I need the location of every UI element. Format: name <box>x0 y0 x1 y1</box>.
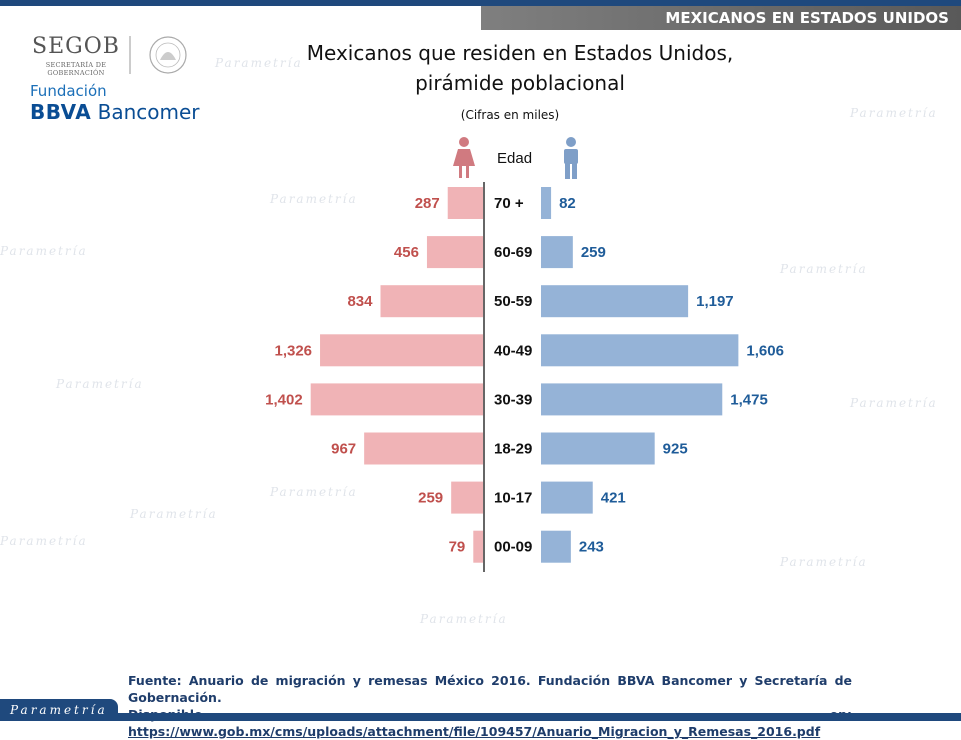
men-bar <box>541 530 571 563</box>
segob-name: SEGOB <box>32 34 120 59</box>
watermark: Parametría <box>780 555 868 569</box>
women-value-label: 79 <box>449 539 466 556</box>
women-bar <box>364 432 483 465</box>
men-value-label: 1,475 <box>730 391 768 408</box>
population-pyramid-chart: Edad 287 82 70 + 456 259 60-69 834 1,197 50-59 1,… <box>265 137 784 572</box>
parametria-brand: Parametría <box>0 699 118 721</box>
bbva-name-bold: BBVA <box>30 100 92 124</box>
women-bar <box>447 187 483 219</box>
men-bar <box>541 383 723 416</box>
national-seal-icon <box>129 36 187 74</box>
watermark: Parametría <box>850 396 938 410</box>
men-value-label: 925 <box>663 441 688 458</box>
women-bar <box>310 383 483 416</box>
women-value-label: 456 <box>394 244 419 261</box>
footer-band <box>0 713 961 721</box>
chart-title-line1: Mexicanos que residen en Estados Unidos, <box>306 41 734 65</box>
women-value-label: 1,326 <box>274 342 312 359</box>
bbva-fundacion-label: Fundación <box>30 82 107 100</box>
watermark: Parametría <box>850 106 938 120</box>
watermark: Parametría <box>780 262 868 276</box>
women-bar <box>426 236 483 269</box>
men-value-label: 421 <box>601 490 626 507</box>
section-banner: MEXICANOS EN ESTADOS UNIDOS <box>481 6 961 30</box>
men-value-label: 259 <box>581 244 606 261</box>
segob-logo: SEGOB SECRETARÍA DE GOBERNACIÓN <box>30 34 122 77</box>
women-bar <box>380 285 483 318</box>
watermark: Parametría <box>420 612 508 626</box>
watermark: Parametría <box>0 244 88 258</box>
men-bar <box>541 432 655 465</box>
axis-label: Edad <box>497 150 532 167</box>
women-bar <box>473 530 483 563</box>
women-value-label: 287 <box>415 195 440 212</box>
age-category-label: 40-49 <box>494 342 532 359</box>
women-value-label: 1,402 <box>265 391 303 408</box>
bbva-name-rest: Bancomer <box>91 100 200 124</box>
age-category-label: 50-59 <box>494 293 532 310</box>
woman-icon <box>453 137 475 178</box>
watermark: Parametría <box>270 485 358 499</box>
men-bar <box>541 334 739 367</box>
age-category-label: 30-39 <box>494 391 532 408</box>
women-bar <box>451 481 483 514</box>
segob-subtitle: SECRETARÍA DE GOBERNACIÓN <box>45 61 107 77</box>
age-category-label: 70 + <box>494 195 524 212</box>
source-note: Fuente: Anuario de migración y remesas M… <box>128 672 852 740</box>
chart-subtitle: (Cifras en miles) <box>460 108 560 122</box>
source-line1: Fuente: Anuario de migración y remesas M… <box>128 673 852 705</box>
men-bar <box>541 187 552 219</box>
women-value-label: 259 <box>418 490 443 507</box>
watermark: Parametría <box>215 56 303 70</box>
age-category-label: 10-17 <box>494 490 532 507</box>
watermark: Parametría <box>270 192 358 206</box>
men-value-label: 1,606 <box>746 342 784 359</box>
men-bar <box>541 236 573 269</box>
men-value-label: 1,197 <box>696 293 734 310</box>
watermark: Parametría <box>56 377 144 391</box>
top-band <box>0 0 961 6</box>
women-value-label: 834 <box>347 293 373 310</box>
men-value-label: 243 <box>579 539 604 556</box>
women-value-label: 967 <box>331 441 356 458</box>
source-link[interactable]: https://www.gob.mx/cms/uploads/attachmen… <box>128 724 821 739</box>
watermark: Parametría <box>0 534 88 548</box>
women-bar <box>320 334 483 367</box>
age-category-label: 60-69 <box>494 244 532 261</box>
bbva-logo: BBVA Bancomer <box>30 100 200 124</box>
chart-title-line2: pirámide poblacional <box>415 71 625 95</box>
man-icon <box>564 137 578 179</box>
men-value-label: 82 <box>559 195 576 212</box>
age-category-label: 18-29 <box>494 441 532 458</box>
age-category-label: 00-09 <box>494 539 532 556</box>
men-bar <box>541 481 593 514</box>
watermark: Parametría <box>130 507 218 521</box>
men-bar <box>541 285 689 318</box>
